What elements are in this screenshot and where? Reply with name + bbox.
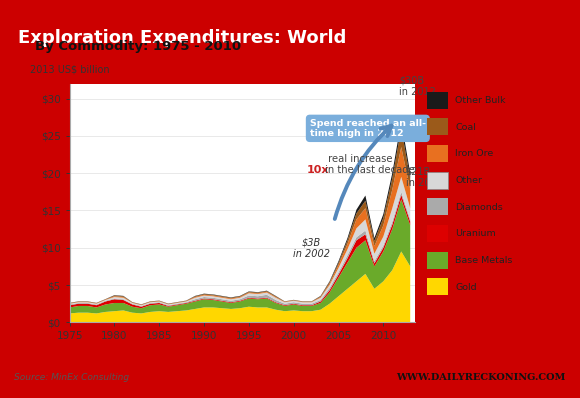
Bar bbox=[427, 278, 448, 295]
Bar bbox=[427, 119, 448, 135]
Text: Source: MinEx Consulting: Source: MinEx Consulting bbox=[14, 373, 129, 382]
Bar bbox=[427, 252, 448, 269]
Text: Other: Other bbox=[455, 176, 482, 185]
Text: By Commodity: 1975 - 2010: By Commodity: 1975 - 2010 bbox=[35, 39, 241, 53]
Text: Spend reached an all-
time high in 2012: Spend reached an all- time high in 2012 bbox=[310, 119, 426, 138]
Text: Exploration Expenditures: World: Exploration Expenditures: World bbox=[18, 29, 346, 47]
Text: Coal: Coal bbox=[455, 123, 476, 132]
Text: $21B
in 2013: $21B in 2013 bbox=[406, 166, 443, 188]
Bar bbox=[427, 198, 448, 215]
Bar bbox=[427, 225, 448, 242]
Bar bbox=[427, 92, 448, 109]
Bar bbox=[427, 145, 448, 162]
Text: Diamonds: Diamonds bbox=[455, 203, 503, 212]
Text: 2013 US$ billion: 2013 US$ billion bbox=[30, 64, 110, 74]
Text: Gold: Gold bbox=[455, 283, 477, 291]
Text: Other Bulk: Other Bulk bbox=[455, 96, 506, 105]
Bar bbox=[427, 172, 448, 189]
Text: Iron Ore: Iron Ore bbox=[455, 149, 494, 158]
Text: Base Metals: Base Metals bbox=[455, 256, 513, 265]
Text: WWW.DAILYRECKONING.COM: WWW.DAILYRECKONING.COM bbox=[396, 373, 566, 382]
Text: 10x: 10x bbox=[307, 165, 329, 175]
Text: real increase
in the last decade: real increase in the last decade bbox=[325, 154, 415, 175]
Text: Uranium: Uranium bbox=[455, 229, 496, 238]
Text: $3B
in 2002: $3B in 2002 bbox=[293, 237, 330, 259]
Text: $30B
in 2012: $30B in 2012 bbox=[400, 75, 436, 97]
